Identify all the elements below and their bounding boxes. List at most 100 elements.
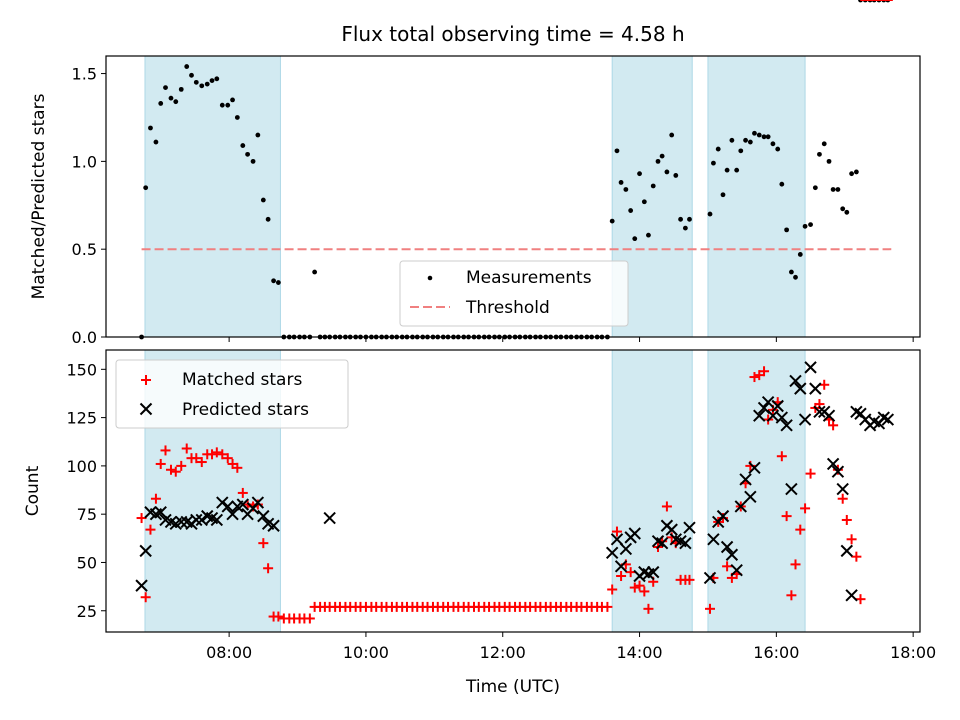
measurement-point xyxy=(678,216,683,222)
measurement-point xyxy=(168,95,174,101)
matched-point xyxy=(805,468,816,479)
measurement-point xyxy=(628,208,634,213)
x-tick-label: 16:00 xyxy=(753,643,799,662)
y-tick-label: 1.0 xyxy=(72,152,97,171)
matched-point xyxy=(625,567,636,578)
matched-point xyxy=(837,493,848,504)
measurement-point xyxy=(614,148,620,154)
ratio-panel-frame xyxy=(105,55,921,338)
measurement-point xyxy=(752,130,757,136)
predicted-point xyxy=(323,511,336,525)
count-panel-y-label: Count xyxy=(23,465,43,516)
predicted-point xyxy=(226,507,239,521)
predicted-point xyxy=(720,540,734,554)
y-tick-label: 25 xyxy=(77,602,97,621)
predicted-point xyxy=(780,419,793,432)
measurement-point xyxy=(853,169,859,175)
measurement-point xyxy=(673,173,679,178)
predicted-point xyxy=(610,533,624,546)
y-tick-label: 0.0 xyxy=(72,328,97,347)
matched-point xyxy=(819,379,830,390)
measurement-point xyxy=(230,97,235,103)
predicted-point xyxy=(628,527,641,540)
measurement-point xyxy=(204,81,210,87)
predicted-point xyxy=(739,473,752,486)
matched-point xyxy=(176,460,187,471)
matched-point xyxy=(136,513,147,524)
measurement-point xyxy=(711,160,716,166)
measurement-point xyxy=(724,167,730,173)
legend-measurements-marker xyxy=(427,275,433,281)
count-panel-y-axis: 25 50 75 100 125 150 xyxy=(66,360,106,621)
y-tick-label: 75 xyxy=(77,505,97,524)
measurement-point xyxy=(720,192,726,198)
measurement-point xyxy=(225,102,231,108)
matched-point xyxy=(629,582,640,593)
predicted-point xyxy=(826,457,840,471)
predicted-point xyxy=(840,544,854,558)
predicted-point xyxy=(703,571,717,585)
predicted-point xyxy=(794,382,807,395)
predicted-point xyxy=(734,500,747,513)
matched-point xyxy=(165,464,176,475)
x-tick-label: 12:00 xyxy=(480,643,526,662)
matched-point xyxy=(602,601,613,612)
measurement-point xyxy=(835,187,841,192)
matched-point xyxy=(795,524,806,535)
matched-point xyxy=(634,580,645,591)
measurement-point xyxy=(275,280,281,285)
count-panel-legend: Matched stars Predicted stars xyxy=(115,359,349,429)
predicted-point xyxy=(154,506,167,519)
matched-point xyxy=(722,561,733,572)
measurement-point xyxy=(650,183,656,189)
legend-predicted-marker xyxy=(139,402,153,416)
measurement-point xyxy=(609,218,615,224)
measurement-point xyxy=(158,101,164,106)
predicted-point xyxy=(257,509,270,523)
measurement-point xyxy=(632,236,638,242)
measurement-point xyxy=(802,223,808,229)
matched-point xyxy=(211,447,222,458)
ratio-panel: 0.0 0.5 1.0 1.5 Matched/Predicted stars Mea… xyxy=(29,0,921,347)
predicted-point xyxy=(845,589,858,602)
predicted-point xyxy=(614,560,628,573)
measurement-point xyxy=(765,134,771,140)
legend-matched-marker xyxy=(141,375,151,385)
predicted-point xyxy=(775,411,789,424)
predicted-point xyxy=(605,546,619,560)
measurement-point xyxy=(821,141,827,147)
matched-point xyxy=(790,559,801,570)
measurement-point xyxy=(214,76,220,82)
measurement-point xyxy=(655,158,661,164)
predicted-point xyxy=(190,513,203,527)
measurement-point xyxy=(784,227,790,233)
matched-point xyxy=(237,487,248,498)
ratio-panel-legend: Measurements Threshold xyxy=(399,260,629,327)
ratio-panel-y-label: Matched/Predicted stars xyxy=(29,93,49,299)
measurement-point xyxy=(826,158,832,164)
measurement-point xyxy=(148,125,153,131)
predicted-point xyxy=(210,513,224,527)
measurement-point xyxy=(817,151,822,157)
matched-point xyxy=(776,451,787,462)
x-tick-label: 18:00 xyxy=(890,643,936,662)
measurement-point xyxy=(646,232,651,238)
measurement-point xyxy=(271,278,276,284)
measurement-point xyxy=(808,222,813,228)
predicted-point xyxy=(195,513,208,527)
x-tick-label: 10:00 xyxy=(343,643,389,662)
matched-point xyxy=(191,453,202,464)
predicted-point xyxy=(216,496,229,509)
predicted-point xyxy=(771,399,784,413)
ratio-panel-shaded-intervals xyxy=(144,55,806,338)
matched-point xyxy=(841,514,852,525)
legend-measurements-label: Measurements xyxy=(466,268,592,288)
measurement-point xyxy=(729,137,735,143)
count-points xyxy=(135,0,895,624)
matched-point xyxy=(217,449,228,460)
matched-point xyxy=(759,366,770,377)
measurement-point xyxy=(761,134,767,140)
predicted-point xyxy=(716,509,730,523)
measurement-point xyxy=(844,209,850,215)
measurement-point xyxy=(193,79,199,85)
